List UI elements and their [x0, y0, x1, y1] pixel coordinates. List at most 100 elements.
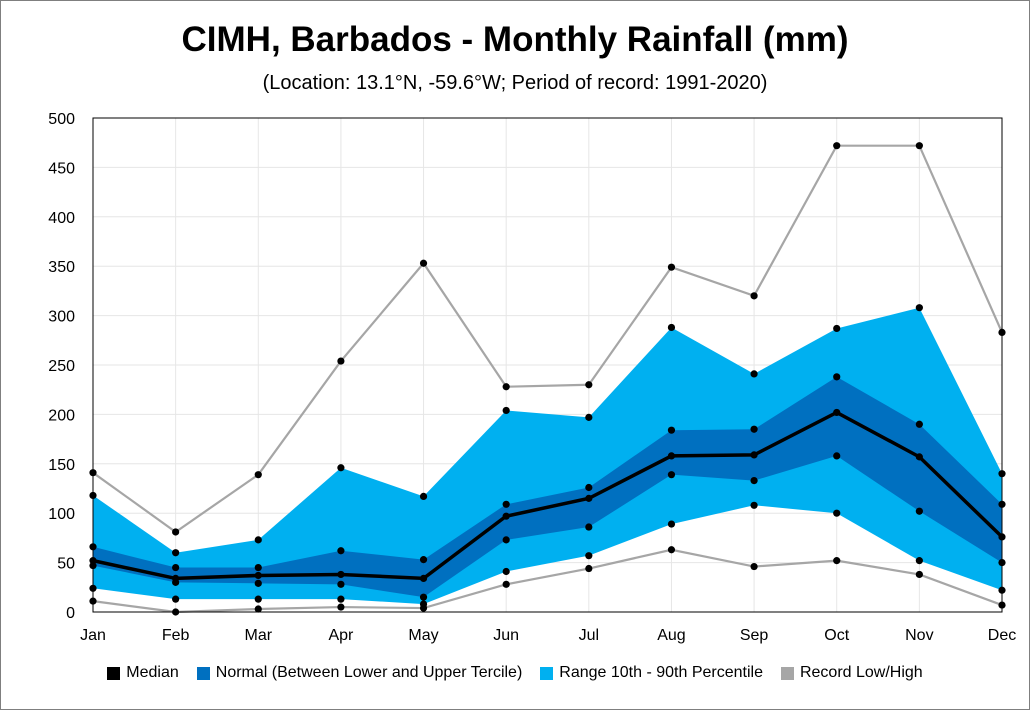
median-point — [254, 571, 262, 580]
record-low-line — [92, 548, 1003, 614]
record-high-point — [750, 292, 758, 300]
record-high-point — [337, 357, 345, 365]
legend-item-record: Record Low/High — [780, 664, 923, 682]
p90-point — [750, 370, 758, 378]
p90-point — [585, 413, 593, 421]
p10-point — [172, 595, 180, 603]
median-point — [915, 453, 923, 461]
x-tick-label: Aug — [657, 627, 685, 644]
y-tick-label: 0 — [66, 605, 75, 622]
median-point — [585, 494, 593, 502]
p10-point — [833, 509, 841, 517]
legend-swatch-percentile — [540, 666, 554, 680]
x-tick-label: Jan — [80, 627, 106, 644]
p90-point — [833, 324, 841, 333]
record-low-point — [502, 580, 510, 588]
bands — [93, 307, 1002, 605]
y-tick-label: 450 — [48, 160, 75, 177]
median-point — [337, 570, 345, 579]
chart-subtitle: (Location: 13.1°N, -59.6°W; Period of re… — [262, 72, 768, 94]
record-high-point — [667, 263, 676, 271]
record-low-point — [254, 605, 262, 613]
median-point — [750, 451, 758, 459]
p90-point — [915, 304, 923, 312]
p90-point — [419, 492, 428, 501]
upper-tercile-point — [833, 373, 841, 381]
y-tick-label: 100 — [48, 506, 75, 523]
record-low-point — [833, 557, 841, 565]
y-tick-label: 500 — [48, 111, 75, 128]
x-tick-label: May — [408, 627, 438, 644]
p90-point — [172, 549, 180, 557]
p90-point — [337, 464, 345, 472]
legend-swatch-record — [780, 666, 794, 680]
y-tick-label: 150 — [48, 457, 75, 474]
record-high-point — [833, 142, 841, 150]
x-tick-label: Sep — [740, 627, 769, 644]
lower-tercile-point — [337, 580, 345, 588]
upper-tercile-point — [419, 556, 428, 564]
rainfall-chart: 0 50 100 150 200 250 300 350 400 450 500 Jan Feb Mar A… — [48, 111, 1016, 644]
median-point — [172, 574, 180, 583]
record-high-point — [254, 471, 262, 479]
x-tick-label: Mar — [244, 627, 272, 644]
legend-label-median: Median — [126, 664, 179, 681]
median-point — [833, 408, 841, 417]
legend-item-median: Median — [107, 664, 179, 682]
x-tick-label: Dec — [988, 627, 1016, 644]
legend-label-normal: Normal (Between Lower and Upper Tercile) — [215, 664, 523, 681]
p90-point — [502, 406, 510, 415]
record-low-point — [585, 564, 593, 573]
p90-point — [667, 323, 676, 332]
axes: 0 50 100 150 200 250 300 350 400 450 500 Jan Feb Mar A… — [48, 111, 1016, 644]
data-points — [89, 142, 1006, 616]
upper-tercile-point — [337, 547, 345, 555]
y-tick-label: 200 — [48, 407, 75, 424]
upper-tercile-point — [502, 500, 510, 508]
p10-point — [502, 567, 510, 576]
y-tick-label: 300 — [48, 309, 75, 326]
p10-point — [750, 501, 758, 509]
x-tick-label: Feb — [162, 627, 190, 644]
upper-tercile-point — [750, 425, 758, 433]
legend-item-normal: Normal (Between Lower and Upper Tercile) — [196, 664, 523, 682]
lower-tercile-point — [750, 476, 758, 485]
plot-border — [92, 117, 1003, 613]
upper-tercile-point — [254, 563, 262, 572]
record-high-line — [92, 144, 1004, 534]
median-point — [419, 574, 428, 583]
record-low-point — [915, 570, 923, 579]
lower-tercile-point — [667, 471, 676, 479]
record-low-point — [337, 603, 345, 611]
record-high-point — [915, 142, 923, 150]
upper-tercile-point — [667, 426, 676, 434]
percentile-band-area — [93, 307, 1002, 605]
median-point — [502, 512, 510, 520]
record-low-point — [667, 546, 676, 554]
median-point — [667, 452, 676, 460]
x-tick-label: Jul — [579, 627, 599, 644]
lower-tercile-point — [585, 523, 593, 531]
p10-point — [337, 595, 345, 603]
lower-tercile-point — [915, 507, 923, 515]
x-tick-label: Apr — [328, 627, 354, 644]
series-lines — [92, 144, 1004, 614]
legend-item-percentile: Range 10th - 90th Percentile — [540, 664, 763, 682]
record-high-point — [502, 383, 510, 391]
p90-point — [254, 536, 262, 544]
y-tick-label: 250 — [48, 358, 75, 375]
upper-tercile-point — [172, 563, 180, 572]
p10-point — [667, 520, 676, 528]
normal-band-area — [93, 376, 1002, 598]
p10-point — [585, 552, 593, 560]
p10-point — [915, 557, 923, 565]
y-tick-label: 50 — [57, 556, 75, 573]
lower-tercile-point — [833, 452, 841, 460]
x-tick-label: Nov — [905, 627, 933, 644]
legend: Median Normal (Between Lower and Upper T… — [0, 664, 1030, 682]
lower-tercile-point — [502, 536, 510, 544]
p10-point — [419, 600, 428, 608]
lower-tercile-point — [254, 579, 262, 587]
legend-swatch-median — [107, 666, 121, 680]
p10-point — [254, 595, 262, 603]
